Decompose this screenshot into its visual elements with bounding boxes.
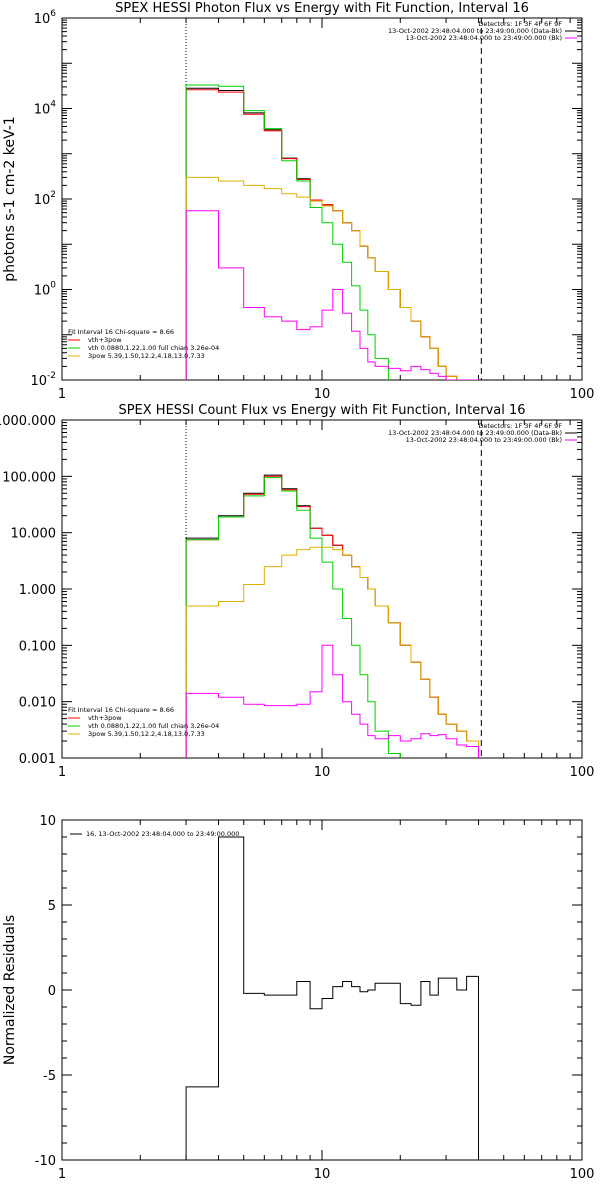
chart-title: SPEX HESSI Count Flux vs Energy with Fit… <box>118 403 525 418</box>
series-group <box>185 836 479 1160</box>
panel-3: 1 10 100 -10 -5 0 5 10 Normalized Residuals 16, 1… <box>2 814 595 1182</box>
y-axis: 0.001 0.010 0.100 1.000 10.000 100.000 1000.00… <box>0 414 582 767</box>
legend-label: 16, 13-Oct-2002 23:48:04.000 to 23:49:00… <box>86 830 239 838</box>
y-tick-exponent: 2 <box>50 190 56 200</box>
y-tick-label: 1.000 <box>19 583 56 598</box>
panel-1: SPEX HESSI Photon Flux vs Energy with Fi… <box>2 1 595 402</box>
legend-label: 13-Oct-2002 23:48:04.000 to 23:49:00.000… <box>388 27 562 35</box>
y-axis-label: photons s-1 cm-2 keV-1 <box>2 116 18 281</box>
series-group <box>185 474 479 758</box>
legend-label: vth 0.0880,1.22,1.00 full chian 3.26e-04 <box>88 344 219 352</box>
x-tick-label: 10 <box>314 1167 331 1182</box>
legend-label: 13-Oct-2002 23:48:04.000 to 23:49:00.000… <box>388 429 562 437</box>
y-tick-base: 10 <box>34 284 51 299</box>
panel-2: SPEX HESSI Count Flux vs Energy with Fit… <box>0 403 595 780</box>
legend-label: vth 0.0880,1.22,1.00 full chian 3.26e-04 <box>88 722 219 730</box>
x-tick-label: 10 <box>314 765 331 780</box>
series-line <box>185 210 479 380</box>
series-line <box>185 477 401 758</box>
x-tick-label: 10 <box>314 387 331 402</box>
y-tick-label: 0 <box>48 984 56 999</box>
legend-label: Detectors: 1F 3F 4F 6F 9F <box>478 422 562 430</box>
y-tick-label: -5 <box>43 1069 56 1084</box>
legend-label: 13-Oct-2002 23:48:04.000 to 23:49:00.000… <box>406 436 562 444</box>
y-tick-label: 0.001 <box>19 752 56 767</box>
y-tick-label: 5 <box>48 899 56 914</box>
x-tick-label: 100 <box>570 1167 595 1182</box>
y-tick-label: 104 <box>34 100 57 118</box>
y-tick-label: 10-2 <box>30 371 56 389</box>
y-tick-label: 10.000 <box>11 527 57 542</box>
x-axis: 1 10 100 <box>58 820 595 1182</box>
series-line <box>185 836 479 1160</box>
y-tick-label: 102 <box>34 190 56 208</box>
series-line <box>185 89 458 380</box>
series-group <box>185 84 479 380</box>
x-tick-label: 100 <box>570 765 595 780</box>
y-tick-label: 0.100 <box>19 639 56 654</box>
x-tick-label: 1 <box>58 1167 66 1182</box>
legend-label: Fit Interval 16 Chi-square = 8.66 <box>68 706 174 714</box>
y-tick-label: 0.010 <box>19 696 56 711</box>
y-tick-exponent: -2 <box>47 371 56 381</box>
legend-label: 3pow 5.39,1.50,12.2,4.18,13.0,7.33 <box>88 730 205 738</box>
y-axis-label: Normalized Residuals <box>2 915 18 1065</box>
y-tick-base: 10 <box>34 12 51 27</box>
series-line <box>185 644 479 758</box>
y-tick-label: 106 <box>34 9 57 27</box>
series-line <box>185 87 458 380</box>
legend-label: vth+3pow <box>88 336 122 344</box>
y-tick-exponent: 6 <box>50 9 56 19</box>
legend-label: 13-Oct-2002 23:48:04.000 to 23:49:00.000… <box>406 34 562 42</box>
y-axis: -10 -5 0 5 10 <box>35 814 582 1169</box>
legend: 16, 13-Oct-2002 23:48:04.000 to 23:49:00… <box>70 830 239 838</box>
series-line <box>185 176 458 380</box>
chart-title: SPEX HESSI Photon Flux vs Energy with Fi… <box>115 1 529 16</box>
legend-label: Fit Interval 16 Chi-square = 8.66 <box>68 328 174 336</box>
y-tick-base: 10 <box>34 103 51 118</box>
y-tick-label: 1000.000 <box>0 414 56 429</box>
y-tick-base: 10 <box>34 193 51 208</box>
x-tick-label: 1 <box>58 765 66 780</box>
legend-label: vth+3pow <box>88 714 122 722</box>
series-line <box>185 474 479 758</box>
y-tick-exponent: 0 <box>50 281 56 291</box>
legend-label: 3pow 5.39,1.50,12.2,4.18,13.0,7.33 <box>88 352 205 360</box>
x-axis: 1 10 100 <box>58 18 595 402</box>
legend-label: Detectors: 1F 3F 4F 6F 9F <box>478 20 562 28</box>
series-line <box>185 84 389 380</box>
plot-frame <box>61 819 583 1161</box>
y-tick-base: 10 <box>30 374 47 389</box>
y-tick-label: 10 <box>39 814 56 829</box>
y-tick-label: -10 <box>35 1154 56 1169</box>
y-tick-label: 100.000 <box>2 470 56 485</box>
y-tick-exponent: 4 <box>50 100 56 110</box>
series-line <box>185 475 479 758</box>
x-tick-label: 100 <box>570 387 595 402</box>
series-line <box>185 546 479 758</box>
x-tick-label: 1 <box>58 387 66 402</box>
y-tick-label: 100 <box>34 281 57 299</box>
